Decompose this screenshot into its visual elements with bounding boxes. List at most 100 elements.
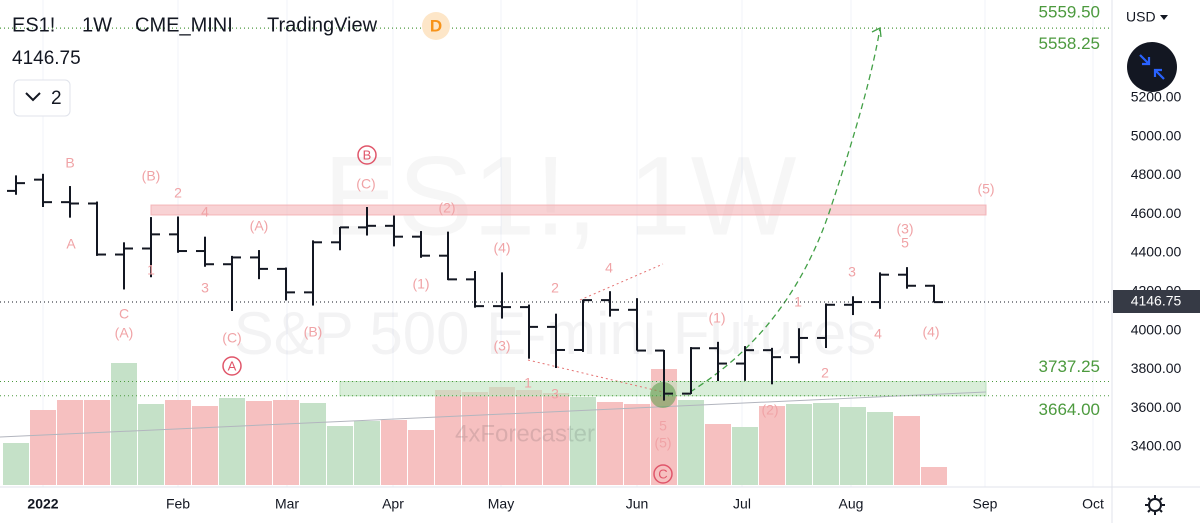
annotation: (2) (438, 200, 455, 216)
button-frame[interactable] (13, 79, 71, 117)
x-tick-label: Jul (733, 496, 751, 512)
x-tick-label: Oct (1082, 496, 1104, 512)
volume-bar (840, 407, 866, 485)
x-tick-label: May (488, 496, 514, 512)
annotation: 3 (848, 264, 856, 280)
projection-arrow (871, 27, 882, 38)
annotation: 1 (524, 375, 532, 391)
volume-bar (786, 404, 812, 485)
annotation: 5 (659, 418, 667, 434)
annotation: (3) (493, 338, 510, 354)
volume-bar (408, 430, 434, 485)
annotation: 3 (201, 280, 209, 296)
author-watermark: 4xForecaster (455, 420, 595, 447)
volume-bar (30, 410, 56, 485)
volume-bar (111, 363, 137, 485)
volume-bar (327, 426, 353, 485)
interval: 1W (82, 14, 112, 36)
annotation-circle (357, 145, 377, 165)
x-tick-label: Jun (626, 496, 649, 512)
annotation: 1 (794, 294, 802, 310)
y-tick-label: 4600.00 (1131, 205, 1182, 221)
volume-bar (84, 400, 110, 485)
y-tick-label: 5200.00 (1131, 88, 1182, 104)
annotation: B (363, 147, 372, 162)
level-label: 3664.00 (1039, 400, 1100, 419)
volume-bar (867, 412, 893, 485)
annotation: 1 (147, 262, 155, 278)
volume-bar (705, 424, 731, 485)
currency-menu[interactable]: USD (1126, 9, 1168, 25)
annotation: (B) (142, 168, 161, 184)
volume-bar (759, 406, 785, 485)
gear[interactable] (1148, 498, 1162, 512)
volume-bar (516, 390, 542, 485)
volume-bar (246, 401, 272, 485)
annotation: (3) (896, 221, 913, 237)
annotation-circle (653, 464, 673, 484)
grid (42, 0, 1094, 487)
annotation: (4) (922, 324, 939, 340)
annotation: 2 (174, 185, 182, 201)
trend-line (0, 391, 987, 438)
volume-bar (462, 392, 488, 485)
gear-teeth[interactable] (1145, 495, 1165, 515)
symbol: ES1! (12, 14, 55, 36)
annotation: 4 (874, 326, 882, 342)
y-tick-label: 5000.00 (1131, 127, 1182, 143)
annotation: (A) (250, 218, 269, 234)
watermark: ES1!, 1W (323, 134, 796, 259)
level-label: 3737.25 (1039, 357, 1100, 376)
annotation-circle (222, 356, 242, 376)
volume-bar (894, 416, 920, 485)
volume-pane (3, 363, 947, 485)
volume-bar (678, 400, 704, 485)
zone (150, 204, 987, 216)
y-axis: 3400.003600.003800.004000.004200.004400.… (1131, 88, 1182, 453)
annotations: B (B) 2 4 A 1 3 C (A) (A) (C) (B) A B (C) (2) (4) (1) 2 4 (3… (65, 145, 995, 484)
volume-bar (597, 402, 623, 485)
annotation: (B) (304, 324, 323, 340)
exchange: CME_MINI (135, 14, 233, 36)
button-bg[interactable] (1127, 42, 1177, 92)
x-axis: 2022 Feb Mar Apr May Jun Jul Aug Sep Oct (27, 496, 1104, 512)
currency[interactable]: USD (1126, 9, 1156, 25)
volume-bar (813, 403, 839, 485)
levels: 5559.50 5558.25 3737.25 3664.00 (0, 3, 1112, 419)
y-tick-label: 4000.00 (1131, 321, 1182, 337)
chevron[interactable] (25, 92, 41, 102)
volume-bar (57, 400, 83, 485)
volume-bar (3, 443, 29, 485)
annotation: C (119, 306, 129, 322)
volume-bar (543, 393, 569, 485)
annotation: B (65, 155, 74, 171)
trend-line (527, 359, 664, 393)
annotation: (1) (708, 310, 725, 326)
badge: D (430, 16, 442, 35)
settings-button[interactable] (1145, 495, 1165, 515)
annotation: 5 (901, 235, 909, 251)
annotation: (C) (356, 176, 375, 192)
last-price: 4146.75 (12, 48, 81, 69)
volume-bar (273, 400, 299, 485)
y-tick-label: 3400.00 (1131, 438, 1182, 454)
x-tick-label: Aug (839, 496, 864, 512)
collapse-button[interactable] (1127, 42, 1177, 92)
annotation: 4 (605, 260, 613, 276)
layout-count[interactable]: 2 (51, 88, 62, 109)
volume-bar (138, 404, 164, 485)
annotation: (5) (977, 181, 994, 197)
y-tick-label: 4400.00 (1131, 244, 1182, 260)
annotation: A (228, 358, 237, 373)
x-tick-label: Apr (382, 496, 404, 512)
dropdown-arrow[interactable] (1160, 15, 1168, 20)
volume-bar (354, 421, 380, 485)
annotation: (1) (412, 276, 429, 292)
volume-bar (219, 398, 245, 485)
collapse-icon[interactable] (1139, 54, 1165, 80)
volume-bar (570, 397, 596, 485)
layout-button[interactable]: 2 (13, 79, 71, 117)
x-tick-label: Feb (166, 496, 190, 512)
volume-bar (921, 467, 947, 485)
